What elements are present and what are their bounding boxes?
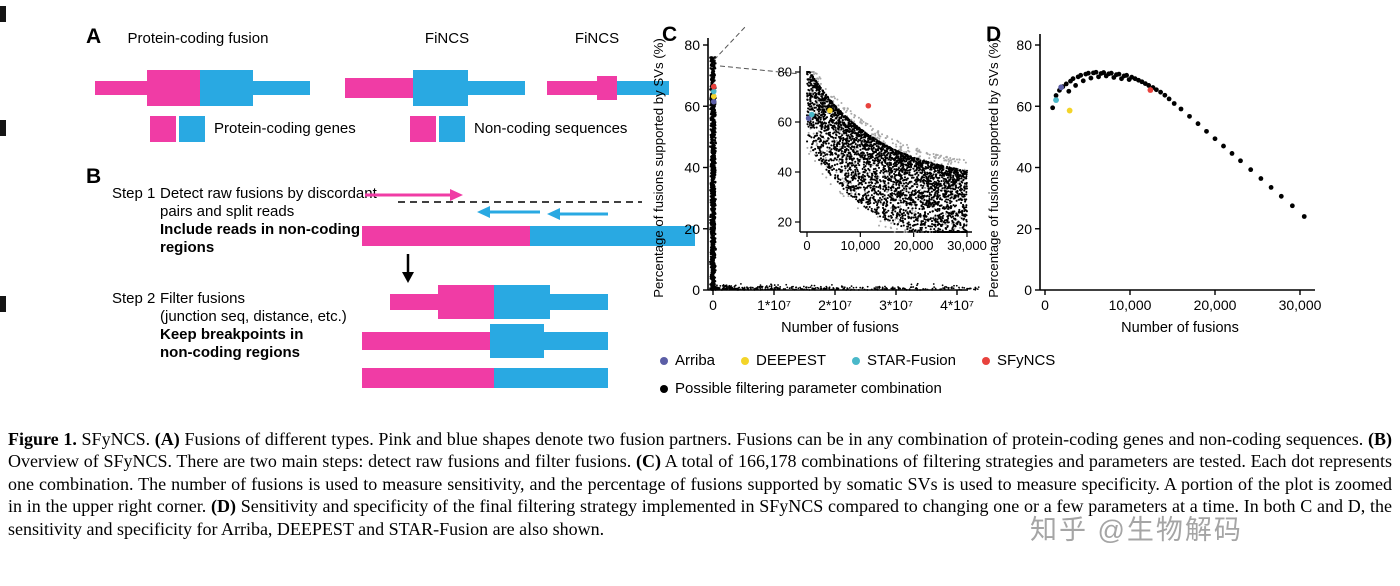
svg-text:Number of fusions: Number of fusions xyxy=(781,320,899,336)
tool-legend-row: Arriba DEEPEST STAR-Fusion SFyNCS xyxy=(660,352,1055,369)
gene-intron-blue xyxy=(253,81,310,95)
caption-protein-coding-fusion: Protein-coding fusion xyxy=(127,30,269,47)
svg-text:3*10⁷: 3*10⁷ xyxy=(879,297,913,313)
panel-d-label: D xyxy=(986,23,1002,46)
caption-fincs-2: FiNCS xyxy=(574,30,620,47)
edge-artifact xyxy=(0,120,6,136)
step1-reads-diagram xyxy=(362,189,695,283)
svg-text:2*10⁷: 2*10⁷ xyxy=(818,297,852,313)
filtered-fusion2-pink xyxy=(362,332,490,350)
svg-text:0: 0 xyxy=(692,282,700,298)
fused-bar-blue xyxy=(530,226,695,246)
svg-text:1*10⁷: 1*10⁷ xyxy=(757,297,791,313)
gene-intron-blue xyxy=(468,81,525,95)
arriba-dot-icon xyxy=(660,356,668,365)
sfyncs-dot-icon xyxy=(981,356,990,365)
gene-intron-pink xyxy=(95,81,147,95)
edge-artifact xyxy=(0,6,6,22)
legend-item-star-fusion: STAR-Fusion xyxy=(852,352,956,369)
svg-text:Percentage of fusions supporte: Percentage of fusions supported by SVs (… xyxy=(651,38,666,298)
legend-item-combination: Possible filtering parameter combination xyxy=(660,380,942,397)
legend-item-sfyncs: SFyNCS xyxy=(981,352,1056,369)
legend-item-arriba: Arriba xyxy=(660,352,715,369)
step1-title: Step 1 xyxy=(112,185,156,202)
step2-bold-line-1: Keep breakpoints in xyxy=(160,326,304,343)
figure-caption: Figure 1. SFyNCS. (A) Fusions of differe… xyxy=(8,429,1393,539)
svg-text:4*10⁷: 4*10⁷ xyxy=(940,297,974,313)
black-dot-icon xyxy=(660,384,668,393)
filtered-fusion1-exon-blue xyxy=(494,285,550,319)
filtered-fusion3-pink xyxy=(362,368,494,388)
legend-item-label: DEEPEST xyxy=(756,352,827,369)
reverse-read-arrowhead-2 xyxy=(547,208,560,220)
filtered-fusion1-intron-pink xyxy=(390,294,438,310)
combination-legend-row: Possible filtering parameter combination xyxy=(660,380,942,397)
svg-text:40: 40 xyxy=(684,160,700,176)
step2-bold-line-2: non-coding regions xyxy=(160,344,300,361)
fused-bar-pink xyxy=(362,226,530,246)
caption-fincs-1: FiNCS xyxy=(424,30,470,47)
filtered-fusion1-intron-blue xyxy=(550,294,608,310)
step2-line-2: (junction seq, distance, etc.) xyxy=(160,308,347,325)
filtered-fusion2-intron-blue xyxy=(544,332,608,350)
gene-exon-blue xyxy=(200,70,253,106)
down-arrowhead xyxy=(402,272,414,283)
svg-text:30,000: 30,000 xyxy=(947,238,987,253)
legend-item-label: Possible filtering parameter combination xyxy=(675,380,942,397)
reverse-read-arrowhead-1 xyxy=(477,206,490,218)
gene-exon-blue xyxy=(413,70,468,106)
noncoding-pink xyxy=(345,78,413,98)
step2-title: Step 2 xyxy=(112,290,156,307)
svg-text:80: 80 xyxy=(778,65,792,80)
svg-text:60: 60 xyxy=(684,98,700,114)
svg-text:60: 60 xyxy=(778,115,792,130)
svg-text:0: 0 xyxy=(803,238,810,253)
star-fusion-dot-icon xyxy=(852,356,861,365)
svg-text:10,000: 10,000 xyxy=(840,238,880,253)
legend-swatch-blue xyxy=(439,116,465,142)
noncoding-pink-thin xyxy=(547,81,597,95)
svg-text:20: 20 xyxy=(684,221,700,237)
svg-text:0: 0 xyxy=(709,297,717,313)
step1-bold-line-2: regions xyxy=(160,239,215,256)
legend-swatch-pink xyxy=(150,116,176,142)
filtered-fusion2-exon-blue xyxy=(490,324,544,358)
step1-bold-line-1: Include reads in non-coding xyxy=(160,221,361,238)
step1-line-2: pairs and split reads xyxy=(160,203,295,220)
filtered-fusion3-blue xyxy=(494,368,608,388)
panel-a-label: A xyxy=(86,25,102,48)
noncoding-blue-thin xyxy=(617,81,669,95)
legend-swatch-blue xyxy=(179,116,205,142)
forward-read-arrowhead xyxy=(450,189,463,201)
panel-b-label: B xyxy=(86,165,102,188)
legend-item-label: SFyNCS xyxy=(996,352,1056,369)
panel-c-chart: 0 20 40 60 80 0 1*10⁷ 2*10⁷ 3*10⁷ 4*10⁷ Percentage… xyxy=(651,25,987,336)
legend-non-coding-sequences: Non-coding sequences xyxy=(474,120,628,137)
edge-artifact xyxy=(0,296,6,312)
deepest-dot-icon xyxy=(741,356,750,365)
legend-swatch-pink xyxy=(410,116,436,142)
filtered-fusion1-exon-pink xyxy=(438,285,494,319)
gene-exon-pink xyxy=(147,70,200,106)
legend-item-deepest: DEEPEST xyxy=(741,352,826,369)
step1-line-1: Detect raw fusions by discordant xyxy=(160,185,377,202)
panel-c-label: C xyxy=(662,23,678,46)
step2-line-1: Filter fusions xyxy=(160,290,246,307)
watermark: 知乎 @生物解码 xyxy=(1030,515,1243,545)
svg-text:20,000: 20,000 xyxy=(894,238,934,253)
svg-text:20: 20 xyxy=(778,215,792,230)
legend-item-label: STAR-Fusion xyxy=(867,352,956,369)
svg-text:40: 40 xyxy=(778,165,792,180)
svg-text:80: 80 xyxy=(684,37,700,53)
legend-item-label: Arriba xyxy=(675,352,716,369)
legend-protein-coding-genes: Protein-coding genes xyxy=(214,120,356,137)
noncoding-pink-block xyxy=(597,76,617,100)
